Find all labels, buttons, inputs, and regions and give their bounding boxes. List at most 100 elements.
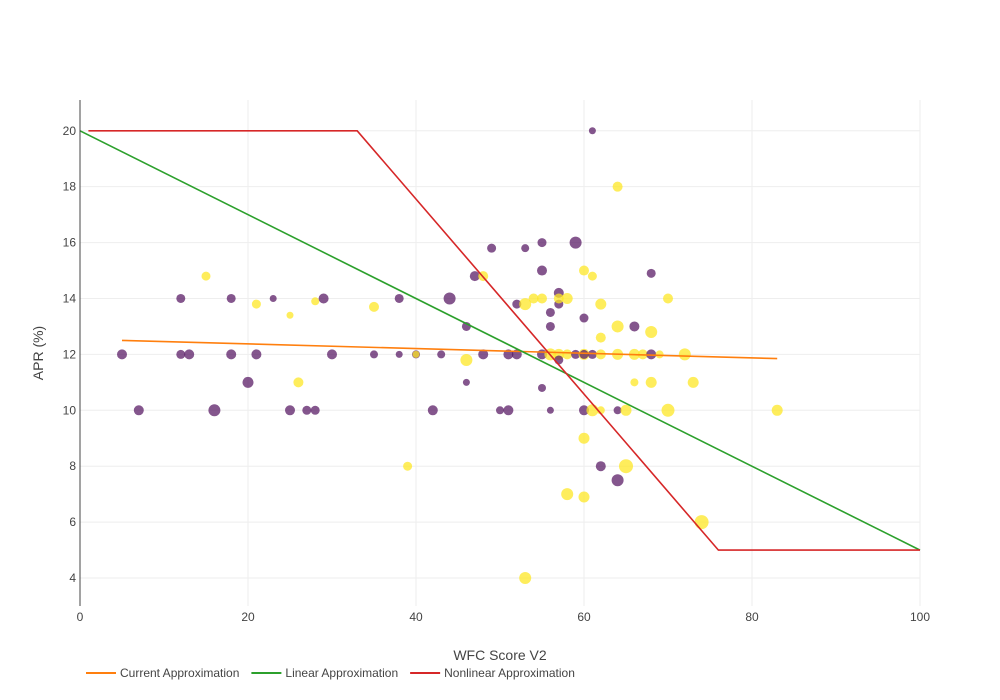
x-tick-label: 20 <box>241 610 255 624</box>
data-point[interactable] <box>184 349 195 360</box>
data-point[interactable] <box>519 572 532 585</box>
data-point[interactable] <box>437 350 446 359</box>
data-point[interactable] <box>655 350 664 359</box>
data-point[interactable] <box>687 376 699 388</box>
data-point[interactable] <box>578 432 590 444</box>
data-point[interactable] <box>595 298 607 310</box>
data-point[interactable] <box>512 299 522 309</box>
data-point[interactable] <box>694 515 709 530</box>
data-point[interactable] <box>629 321 640 332</box>
data-point[interactable] <box>327 349 337 360</box>
data-point[interactable] <box>503 405 514 416</box>
data-point[interactable] <box>462 378 470 386</box>
data-point[interactable] <box>176 293 186 303</box>
linear-approximation-line[interactable] <box>79 130 921 551</box>
data-point[interactable] <box>663 293 673 304</box>
legend-label: Linear Approximation <box>285 666 398 680</box>
data-point[interactable] <box>469 271 480 282</box>
data-point[interactable] <box>661 403 675 417</box>
data-point[interactable] <box>521 244 530 253</box>
data-point[interactable] <box>587 349 597 359</box>
data-point[interactable] <box>611 320 624 333</box>
data-point[interactable] <box>619 459 633 474</box>
data-point[interactable] <box>286 311 294 319</box>
legend: Current Approximation Linear Approximatio… <box>86 666 575 680</box>
y-axis-title: APR (%) <box>30 326 46 380</box>
data-point[interactable] <box>395 350 403 358</box>
data-point[interactable] <box>561 292 573 304</box>
legend-item[interactable]: Current Approximation <box>86 666 239 680</box>
data-point[interactable] <box>537 265 547 276</box>
data-point[interactable] <box>293 377 304 388</box>
data-point[interactable] <box>545 321 555 331</box>
data-point[interactable] <box>318 293 329 304</box>
data-point[interactable] <box>201 271 211 281</box>
y-tick-label: 6 <box>69 515 76 529</box>
data-point[interactable] <box>553 293 564 304</box>
data-point[interactable] <box>394 293 404 303</box>
data-point[interactable] <box>519 298 532 311</box>
data-point[interactable] <box>595 332 606 343</box>
data-point[interactable] <box>595 461 606 472</box>
data-point[interactable] <box>242 376 254 388</box>
data-point[interactable] <box>403 461 413 471</box>
data-point[interactable] <box>302 405 312 415</box>
data-point[interactable] <box>613 406 622 415</box>
data-point[interactable] <box>117 349 127 360</box>
x-tick-label: 100 <box>910 610 930 624</box>
data-point[interactable] <box>562 349 573 360</box>
legend-item[interactable]: Nonlinear Approximation <box>410 666 575 680</box>
data-point[interactable] <box>611 474 624 487</box>
data-point[interactable] <box>620 404 632 416</box>
data-point[interactable] <box>478 349 489 360</box>
data-point[interactable] <box>645 326 658 339</box>
data-point[interactable] <box>630 378 639 387</box>
nonlinear-approximation-line[interactable] <box>88 130 920 551</box>
data-point[interactable] <box>311 297 320 306</box>
data-point[interactable] <box>208 404 221 417</box>
data-point[interactable] <box>588 127 596 135</box>
lines-layer <box>79 130 921 551</box>
data-point[interactable] <box>370 350 378 359</box>
data-point[interactable] <box>538 383 546 392</box>
data-point[interactable] <box>269 294 277 302</box>
x-tick-label: 80 <box>745 610 759 624</box>
data-point[interactable] <box>569 236 582 249</box>
data-point[interactable] <box>561 488 574 501</box>
data-point[interactable] <box>537 238 547 248</box>
data-point[interactable] <box>133 405 144 416</box>
data-point[interactable] <box>427 405 438 416</box>
data-point[interactable] <box>646 268 656 278</box>
data-point[interactable] <box>586 404 599 417</box>
data-point[interactable] <box>226 293 236 303</box>
y-tick-label: 16 <box>63 236 77 250</box>
data-point[interactable] <box>612 181 623 192</box>
data-point[interactable] <box>546 406 554 414</box>
data-point[interactable] <box>487 243 497 253</box>
data-point[interactable] <box>579 313 589 323</box>
current-approximation-line[interactable] <box>121 339 778 360</box>
data-point[interactable] <box>528 293 539 304</box>
data-point[interactable] <box>443 292 456 305</box>
data-point[interactable] <box>578 491 590 503</box>
data-point[interactable] <box>285 405 295 416</box>
data-point[interactable] <box>579 265 589 276</box>
data-point[interactable] <box>771 404 783 416</box>
data-point[interactable] <box>226 349 237 360</box>
data-point[interactable] <box>369 301 379 312</box>
data-point[interactable] <box>412 350 420 358</box>
data-point[interactable] <box>579 405 589 416</box>
data-point[interactable] <box>460 353 473 366</box>
data-point[interactable] <box>251 299 261 309</box>
data-point[interactable] <box>496 406 504 415</box>
data-point[interactable] <box>645 376 657 388</box>
data-point[interactable] <box>678 348 691 361</box>
data-point[interactable] <box>587 271 597 281</box>
data-point[interactable] <box>310 405 320 415</box>
legend-item[interactable]: Linear Approximation <box>251 666 398 680</box>
data-point[interactable] <box>251 349 262 360</box>
data-point[interactable] <box>176 349 186 359</box>
data-point[interactable] <box>545 307 555 317</box>
data-point[interactable] <box>579 349 589 359</box>
data-point[interactable] <box>537 293 547 304</box>
